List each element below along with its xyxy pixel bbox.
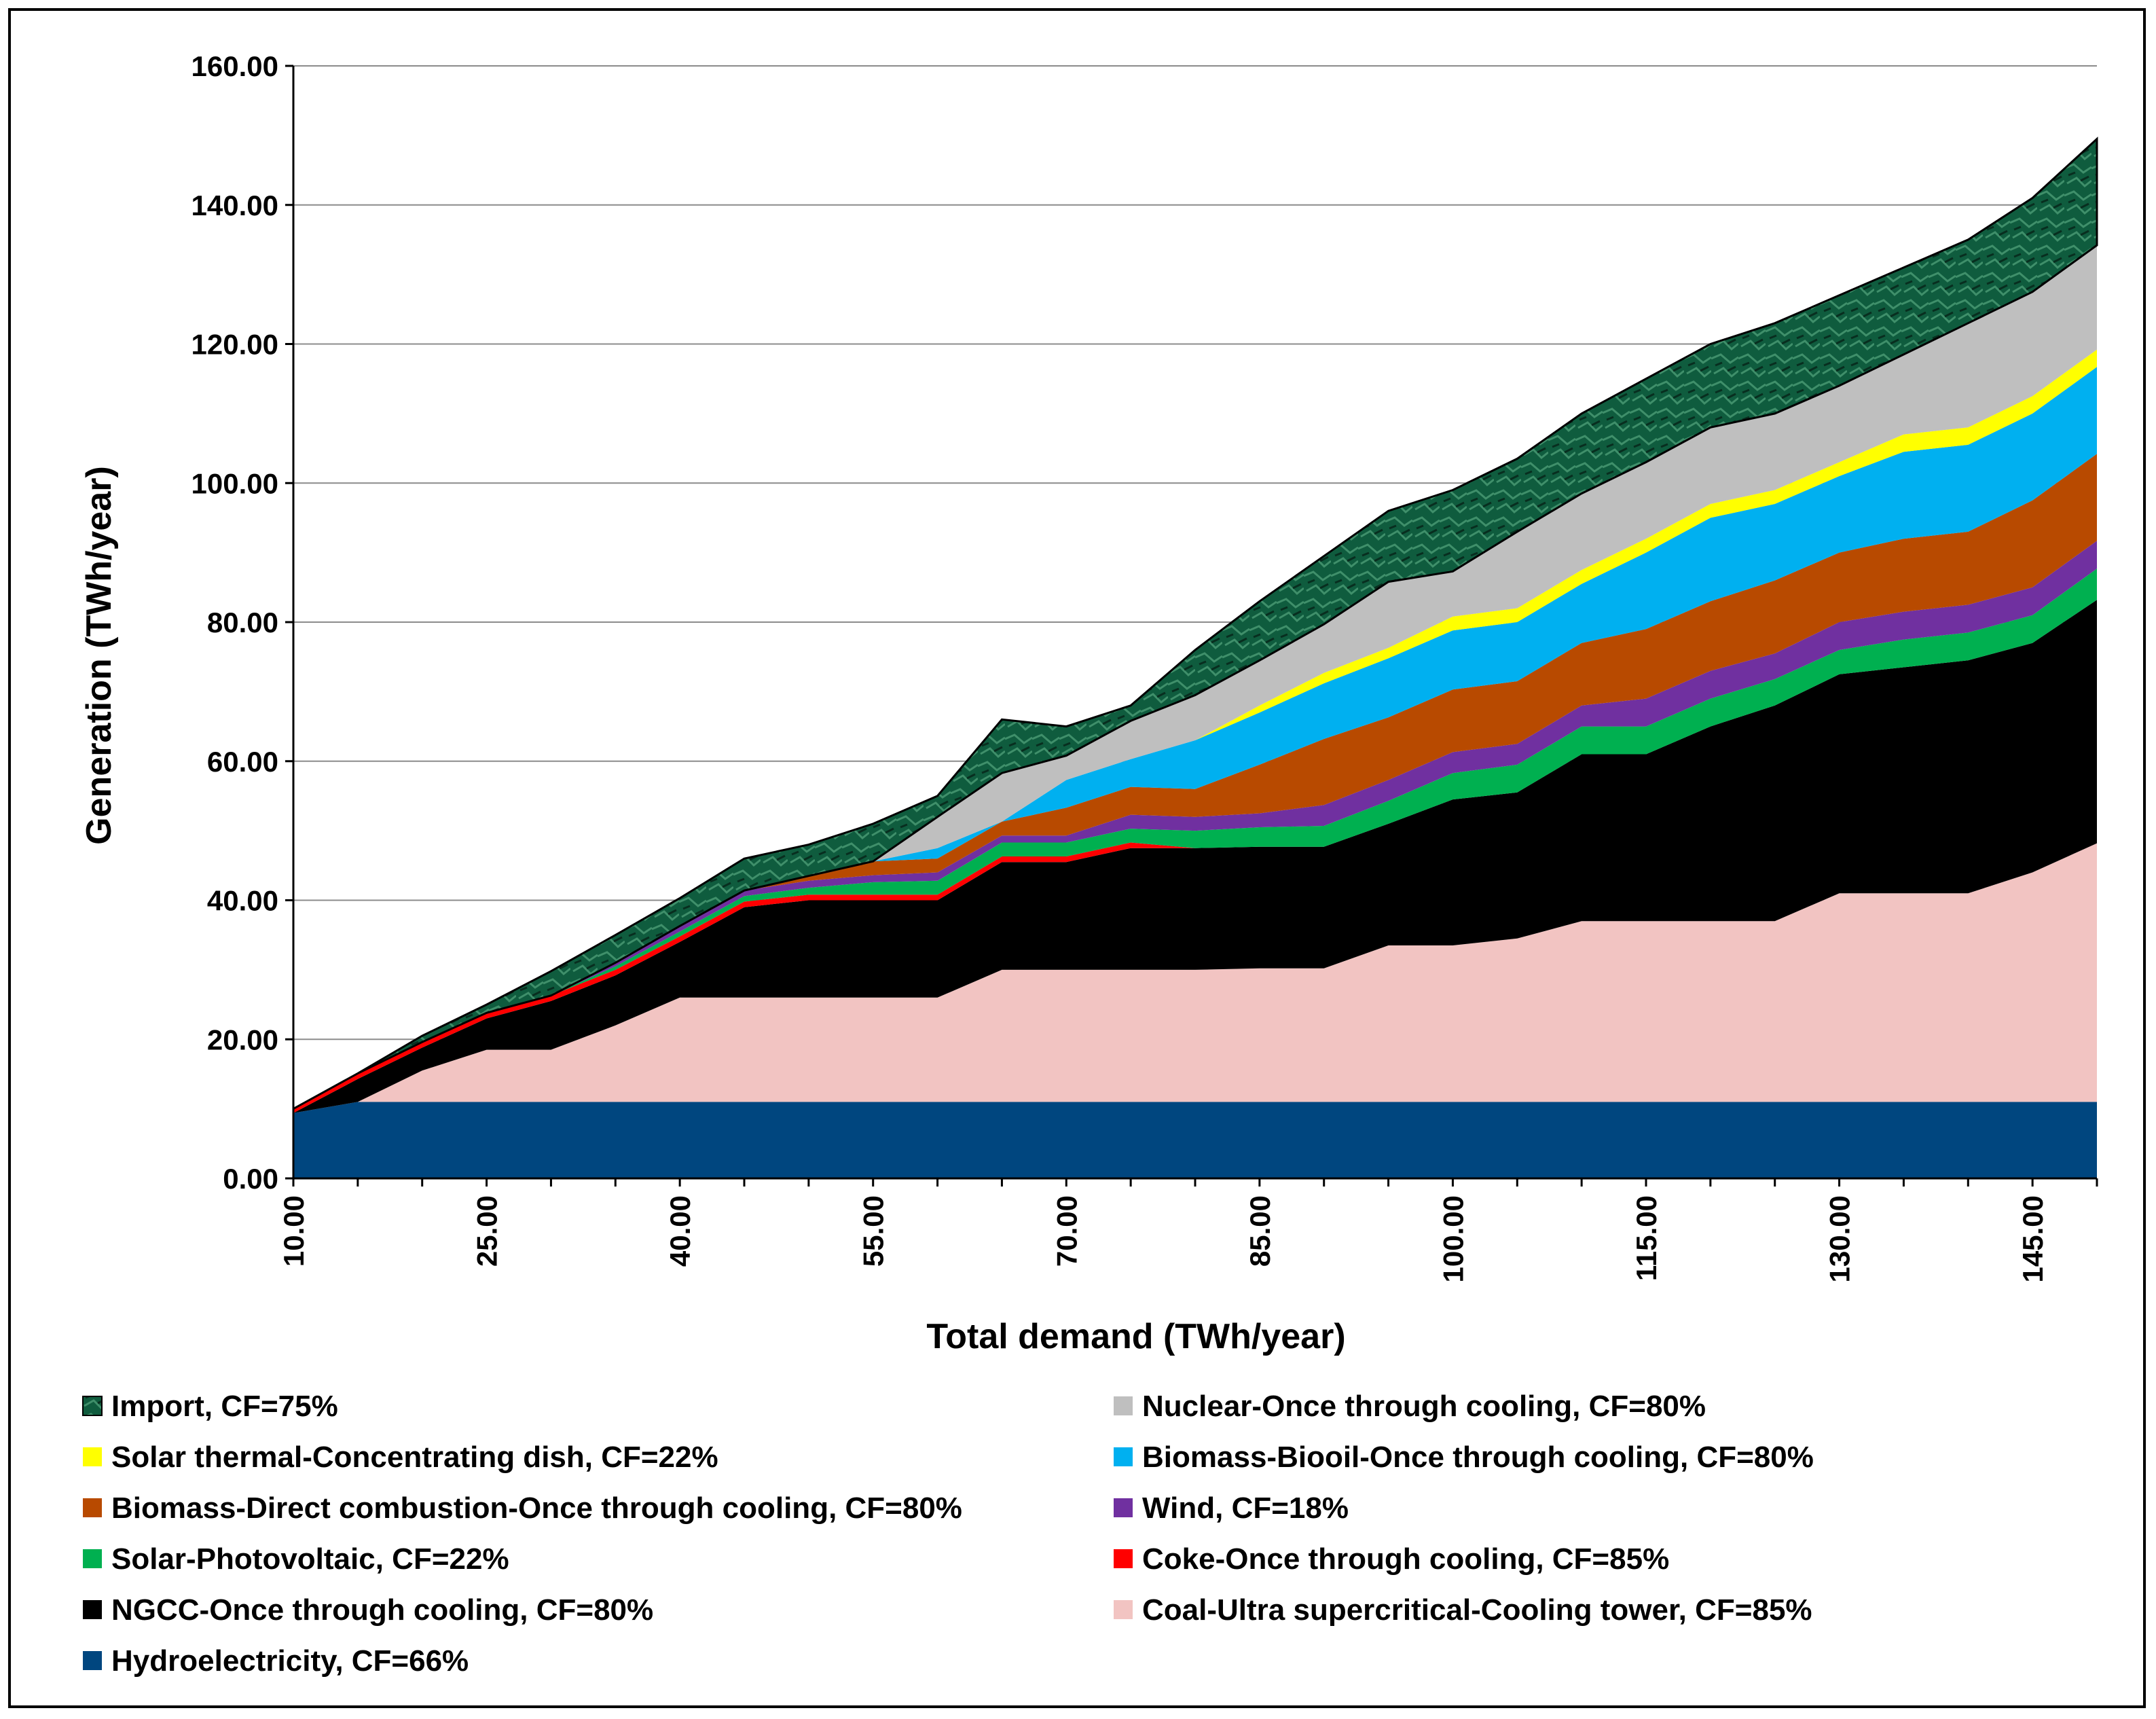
y-tick-label: 60.00 bbox=[207, 746, 278, 778]
legend-swatch bbox=[82, 1396, 103, 1416]
legend-swatch bbox=[83, 1651, 102, 1670]
area-import bbox=[293, 137, 2098, 1110]
legend-swatch bbox=[83, 1447, 102, 1466]
y-tick-label: 0.00 bbox=[223, 1163, 278, 1195]
legend-swatch bbox=[1114, 1600, 1133, 1619]
legend-label: Import, CF=75% bbox=[111, 1390, 338, 1423]
legend: Import, CF=75% Nuclear-Once through cooli… bbox=[82, 1390, 1814, 1678]
x-tick-label: 70.00 bbox=[1050, 1195, 1082, 1267]
legend-label: Coal-Ultra supercritical-Cooling tower, … bbox=[1142, 1593, 1812, 1627]
x-tick-labels: 10.00 25.00 40.00 55.00 70.00 85.00 100.00 115.… bbox=[278, 1195, 2049, 1282]
x-tick-label: 100.00 bbox=[1437, 1195, 1469, 1282]
x-tick-label: 145.00 bbox=[2017, 1195, 2049, 1282]
legend-label: Coke-Once through cooling, CF=85% bbox=[1142, 1542, 1669, 1576]
legend-label: Wind, CF=18% bbox=[1142, 1491, 1349, 1525]
legend-swatch bbox=[83, 1600, 102, 1619]
area-solar-photovoltaic bbox=[293, 568, 2097, 1109]
axes bbox=[285, 65, 2098, 1187]
y-tick-label: 80.00 bbox=[207, 607, 278, 638]
x-tick-label: 115.00 bbox=[1630, 1195, 1662, 1281]
legend-label: Biomass-Direct combustion-Once through c… bbox=[111, 1491, 962, 1525]
legend-swatch bbox=[1114, 1549, 1133, 1568]
legend-swatch bbox=[1114, 1447, 1133, 1466]
legend-swatch bbox=[1114, 1396, 1133, 1415]
x-axis-title: Total demand (TWh/year) bbox=[926, 1317, 1345, 1356]
area-hydroelectricity bbox=[293, 1102, 2097, 1178]
legend-swatch bbox=[83, 1549, 102, 1568]
x-tick-label: 55.00 bbox=[858, 1195, 890, 1267]
legend-label: Nuclear-Once through cooling, CF=80% bbox=[1142, 1390, 1706, 1423]
x-tick-label: 25.00 bbox=[471, 1195, 503, 1267]
y-tick-label: 120.00 bbox=[191, 329, 278, 361]
x-tick-label: 130.00 bbox=[1824, 1195, 1856, 1282]
area-series-group bbox=[293, 137, 2098, 1178]
y-tick-label: 40.00 bbox=[207, 885, 278, 917]
x-tick-label: 10.00 bbox=[278, 1195, 310, 1267]
y-tick-labels: 0.00 20.00 40.00 60.00 80.00 100.00 120.00 140.… bbox=[191, 50, 278, 1195]
legend-label: Hydroelectricity, CF=66% bbox=[111, 1644, 469, 1678]
area-ngcc-once-through-cooling bbox=[293, 600, 2097, 1113]
y-tick-label: 100.00 bbox=[191, 467, 278, 499]
legend-swatch bbox=[1114, 1498, 1133, 1517]
y-tick-label: 160.00 bbox=[191, 50, 278, 82]
area-solar-thermal-concentrating-dish bbox=[293, 349, 2097, 1109]
x-tick-label: 85.00 bbox=[1244, 1195, 1276, 1267]
legend-label: Biomass-Biooil-Once through cooling, CF=… bbox=[1142, 1441, 1814, 1474]
y-axis-title: Generation (TWh/year) bbox=[79, 466, 119, 845]
y-tick-label: 140.00 bbox=[191, 189, 278, 221]
legend-label: Solar-Photovoltaic, CF=22% bbox=[111, 1542, 509, 1576]
area-coal-ultra-supercritical-cooling-tower bbox=[293, 843, 2097, 1113]
legend-label: NGCC-Once through cooling, CF=80% bbox=[111, 1593, 653, 1627]
y-tick-label: 20.00 bbox=[207, 1024, 278, 1055]
x-tick-label: 40.00 bbox=[664, 1195, 696, 1267]
area-wind bbox=[293, 541, 2097, 1109]
legend-swatch bbox=[83, 1498, 102, 1517]
legend-label: Solar thermal-Concentrating dish, CF=22% bbox=[111, 1441, 718, 1474]
